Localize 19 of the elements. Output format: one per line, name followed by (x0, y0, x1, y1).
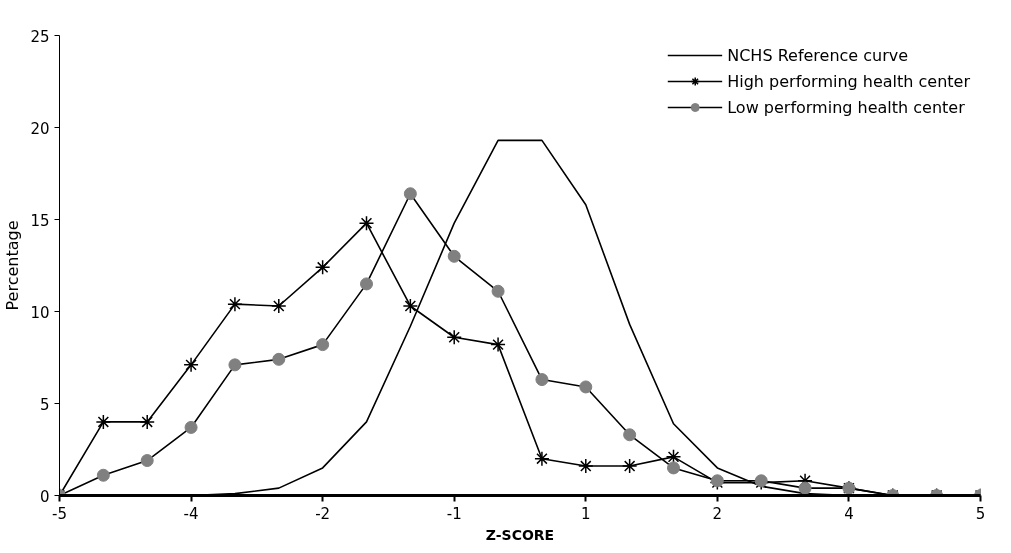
x-tick-label: -1 (446, 504, 462, 523)
x-tick-label: 4 (844, 504, 854, 523)
x-tick-label: -4 (183, 504, 199, 523)
legend-label: High performing health center (727, 71, 970, 91)
x-axis-title: Z-SCORE (485, 526, 555, 543)
y-tick-label: 5 (39, 395, 50, 414)
x-tick-label: 1 (581, 504, 591, 523)
y-tick-label: 15 (30, 211, 50, 230)
legend-label: Low performing health center (727, 97, 965, 117)
x-tick-label: -2 (315, 504, 331, 523)
y-tick-label: 0 (39, 487, 50, 506)
x-tick-label: 5 (975, 504, 986, 523)
x-tick-label: -5 (52, 504, 67, 523)
y-tick-label: 20 (30, 119, 50, 138)
y-tick-label: 10 (30, 303, 50, 322)
legend-label: NCHS Reference curve (727, 45, 909, 65)
x-tick-label: 2 (712, 504, 723, 523)
y-axis-title: Percentage (3, 220, 23, 311)
y-tick-label: 25 (30, 27, 50, 46)
